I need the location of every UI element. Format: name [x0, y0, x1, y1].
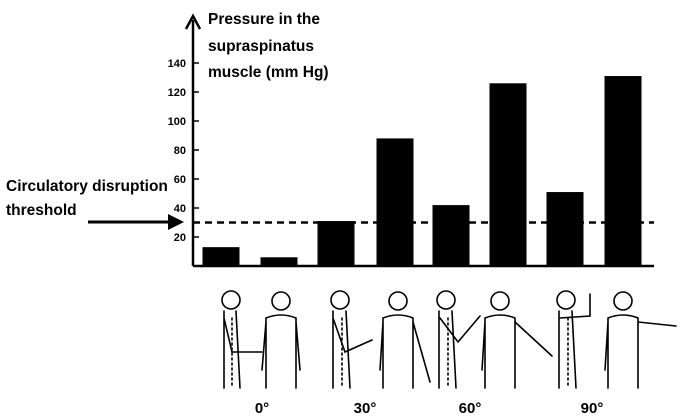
bar-7: [546, 192, 584, 266]
axes: [184, 13, 654, 268]
figure-90deg-front-icon: [604, 291, 677, 389]
figure-60deg-front-icon: [481, 291, 553, 389]
y-tick-label-40: 40: [174, 203, 186, 215]
figure-30deg-side-icon: [330, 290, 373, 389]
figure-0deg-side-icon: [221, 290, 263, 389]
arm-position-illustrations: [221, 290, 677, 389]
bar-4: [376, 138, 414, 266]
angle-label-30: 30°: [354, 400, 377, 417]
threshold-label-line-1: Circulatory disruption: [6, 178, 168, 195]
threshold-label-line-2: threshold: [6, 202, 77, 219]
y-tick-label-100: 100: [168, 116, 186, 128]
y-tick-label-80: 80: [174, 145, 186, 157]
figure-90deg-side-icon: [556, 290, 591, 389]
threshold-arrow-icon: [168, 214, 184, 230]
figure-60deg-side-icon: [436, 290, 481, 389]
bar-3: [317, 221, 355, 266]
y-tick-label-140: 140: [168, 58, 186, 70]
y-axis-label-line-2: supraspinatus: [208, 38, 314, 55]
bar-1: [202, 247, 240, 266]
figure-30deg-front-icon: [379, 291, 431, 389]
angle-label-0: 0°: [255, 400, 269, 417]
bar-6: [489, 83, 527, 266]
bar-5: [432, 205, 470, 266]
angle-labels: 0° 30° 60° 90°: [255, 400, 604, 417]
bar-2: [260, 257, 298, 266]
y-axis-label-line-1: Pressure in the: [208, 11, 320, 28]
angle-label-60: 60°: [459, 400, 482, 417]
y-tick-label-20: 20: [174, 232, 186, 244]
y-tick-label-60: 60: [174, 174, 186, 186]
y-axis-label-line-3: muscle (mm Hg): [208, 64, 329, 81]
y-ticks: 20 40 60 80 100 120 140: [168, 58, 199, 244]
threshold-group: [88, 214, 654, 230]
bars: [202, 76, 642, 266]
y-tick-label-120: 120: [168, 87, 186, 99]
bar-8: [604, 76, 642, 266]
figure-0deg-front-icon: [261, 291, 301, 389]
angle-label-90: 90°: [581, 400, 604, 417]
y-axis-arrow-icon: [184, 13, 202, 30]
